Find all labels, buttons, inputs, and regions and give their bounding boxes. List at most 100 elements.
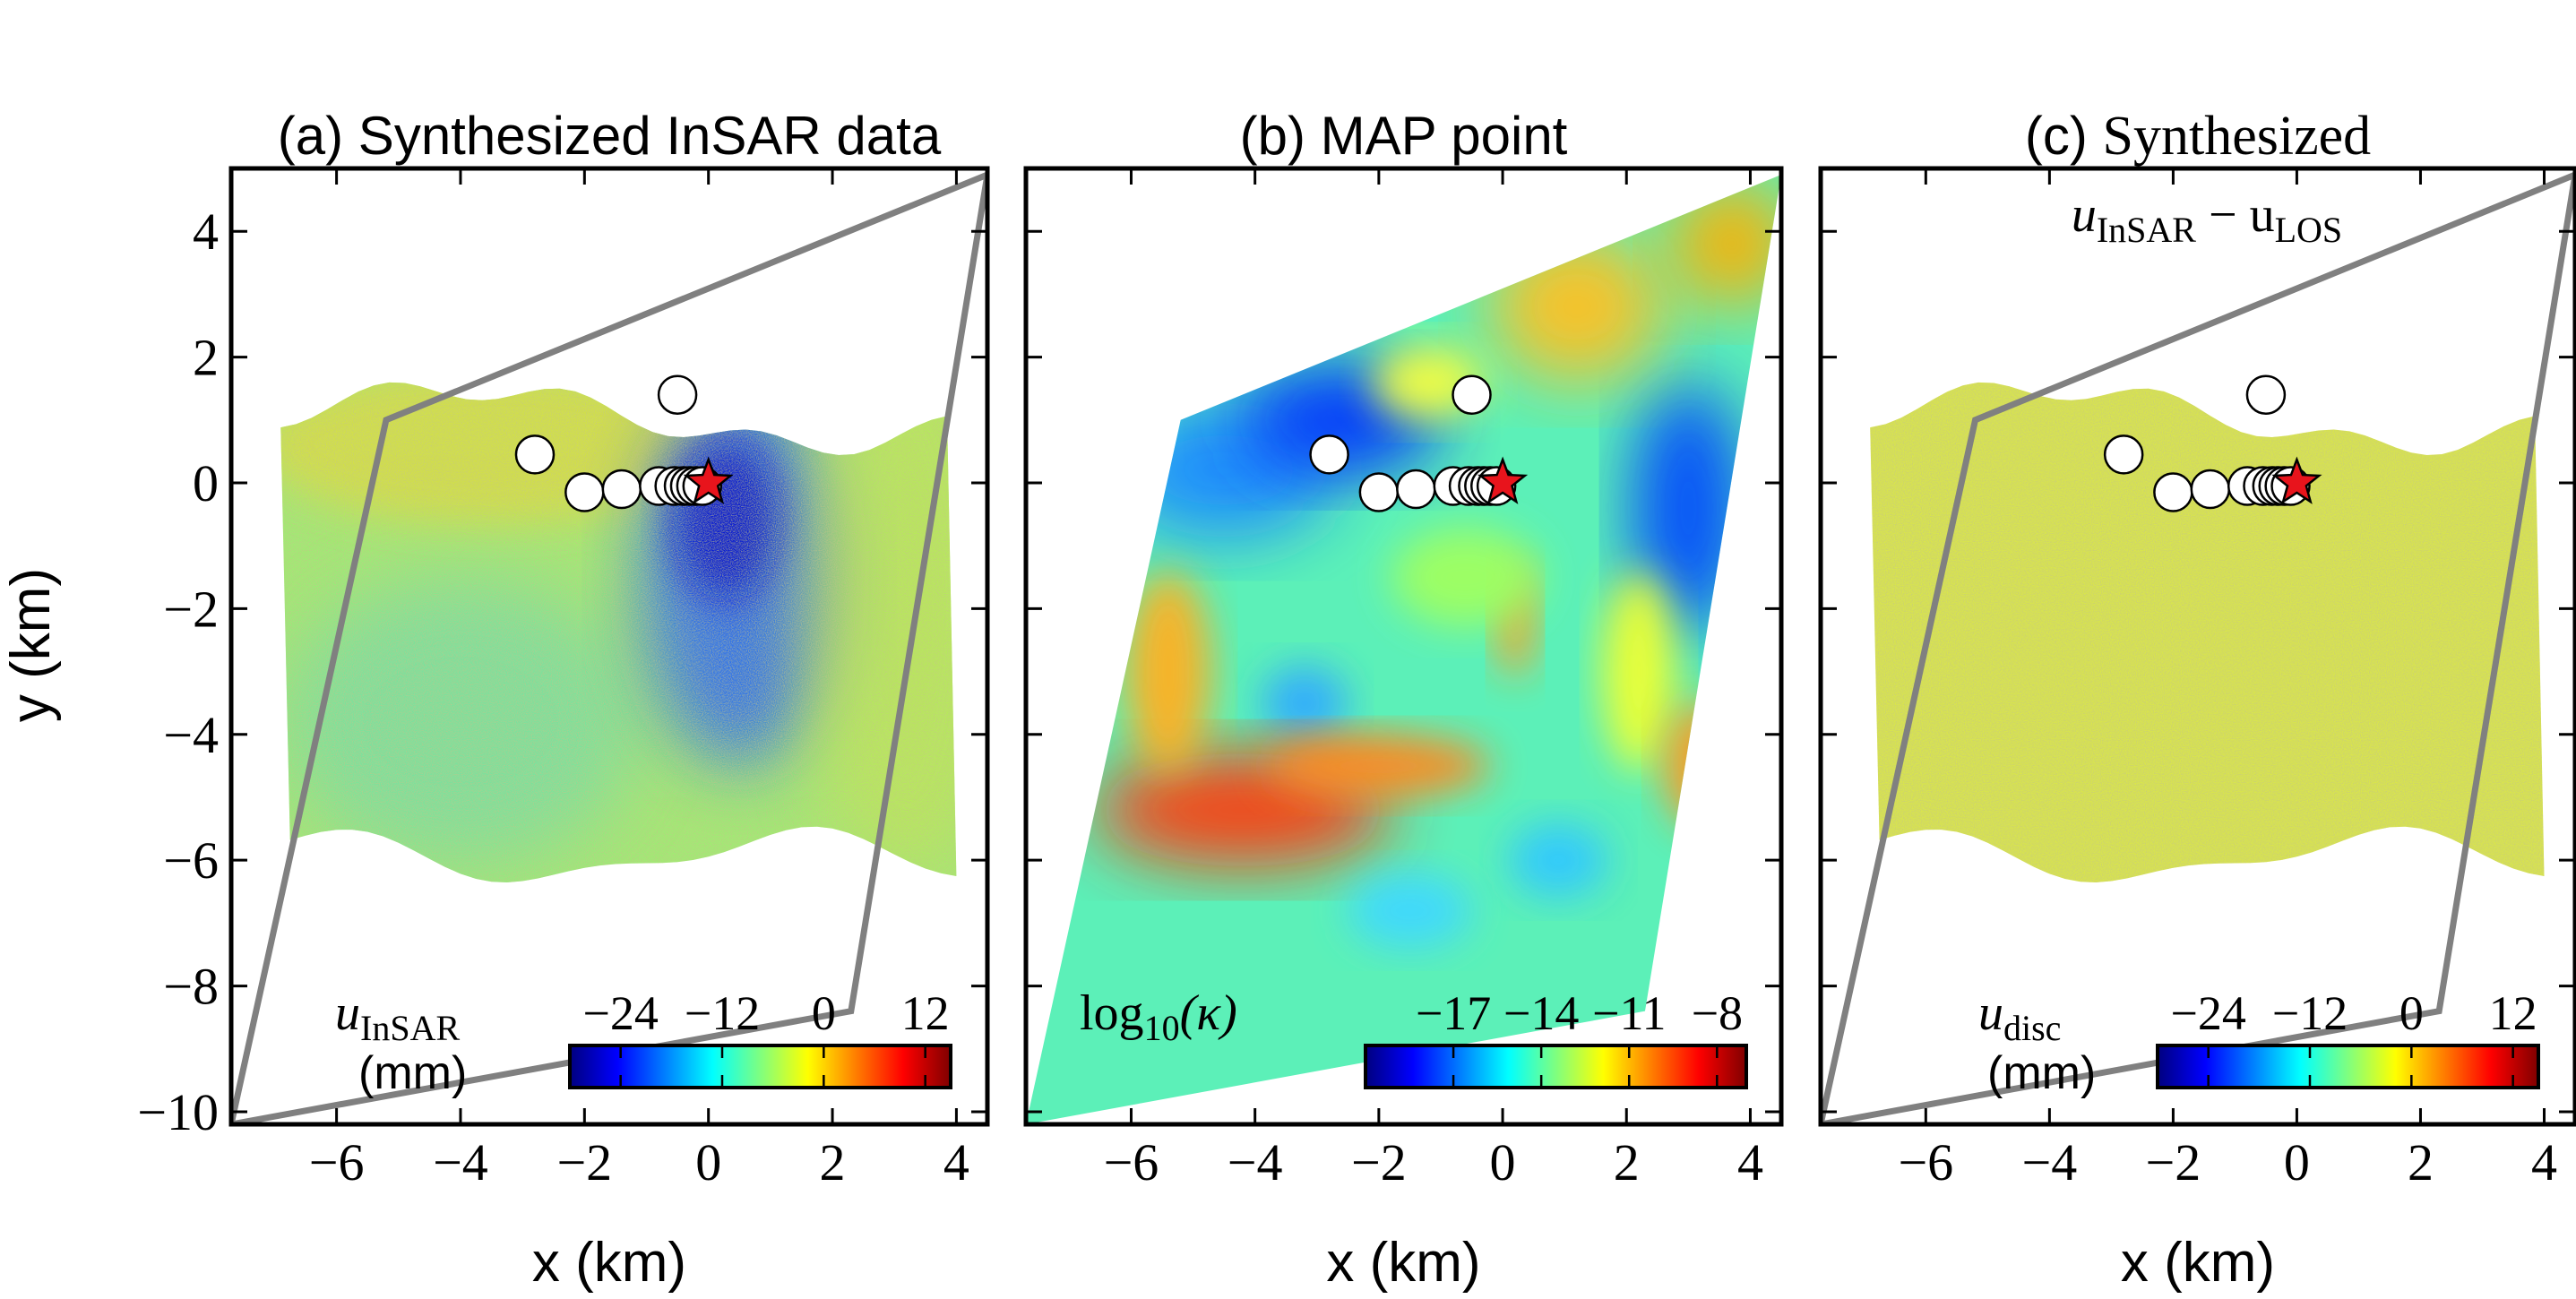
colorbar-tick-label: −14: [1503, 986, 1579, 1040]
colorbar-tick-label: −12: [2272, 986, 2348, 1040]
station-marker: [601, 469, 642, 510]
panel-title-formula: uInSAR − uLOS: [2072, 187, 2342, 250]
colorbar-tick-label: 12: [2489, 986, 2537, 1040]
x-axis-label: x (km): [2121, 1232, 2275, 1294]
colorbar-label-log: log: [1080, 985, 1144, 1041]
colorbar-tick-label: −24: [2170, 986, 2245, 1040]
colorbar-gradient: [1364, 1044, 1748, 1089]
colorbar-tick-label: 12: [901, 986, 950, 1040]
x-tick-label: −2: [556, 1133, 612, 1191]
colorbar-tick-label: 0: [812, 986, 836, 1040]
colorbar-label-sub: InSAR: [360, 1008, 460, 1048]
x-tick-label: 2: [820, 1133, 846, 1191]
panel-title-serif: Synthesized: [2103, 106, 2372, 167]
station-marker: [657, 374, 698, 415]
plot-area: [231, 171, 987, 1124]
colorbar-label-kappa: (κ): [1180, 985, 1237, 1041]
panel-title: (c) Synthesized: [2025, 106, 2371, 167]
x-axis-label: x (km): [1326, 1232, 1480, 1294]
x-tick-label: 0: [1490, 1133, 1516, 1191]
insar-field: [1870, 382, 2545, 882]
panel-title: (a) Synthesized InSAR data: [278, 106, 942, 166]
x-tick-label: −2: [1351, 1133, 1407, 1191]
x-tick-label: −6: [1104, 1133, 1159, 1191]
x-tick-label: −6: [309, 1133, 365, 1191]
y-tick-label: −4: [163, 706, 219, 764]
x-tick-label: −2: [2146, 1133, 2201, 1191]
colorbar-tick-label: −8: [1692, 986, 1743, 1040]
colorbar-label: uInSAR: [335, 985, 460, 1048]
insar-field: [280, 382, 957, 882]
map-point-field: [1026, 175, 1781, 1124]
colorbar-label-u: u: [335, 985, 360, 1041]
y-tick-label: 2: [193, 329, 219, 387]
y-tick-label: −10: [137, 1083, 219, 1141]
station-marker: [2103, 434, 2144, 475]
x-tick-label: −6: [1898, 1133, 1953, 1191]
field-blob-12: [1508, 822, 1608, 899]
x-axis-label: x (km): [532, 1232, 686, 1294]
station-marker: [2153, 472, 2193, 512]
y-tick-label: 0: [193, 454, 219, 512]
station-marker: [1309, 434, 1349, 475]
station-marker: [1396, 469, 1436, 510]
formula-sub2: LOS: [2275, 210, 2343, 250]
station-marker: [564, 472, 605, 512]
colorbar-tick-label: −12: [685, 986, 760, 1040]
formula-sub1: InSAR: [2097, 210, 2196, 250]
x-tick-label: 0: [2284, 1133, 2310, 1191]
panel-title-label: (c): [2025, 106, 2103, 166]
station-marker: [1358, 472, 1400, 512]
x-tick-label: 4: [2531, 1133, 2557, 1191]
formula-minus: − u: [2196, 187, 2275, 243]
y-axis-label: y (km): [0, 568, 62, 722]
noise-texture: [1870, 382, 2545, 882]
colorbar-unit: (mm): [1987, 1047, 2096, 1099]
y-tick-label: 4: [193, 202, 219, 261]
colorbar-tick-label: 0: [2399, 986, 2424, 1040]
axes-frame: [1818, 166, 2576, 1127]
colorbar-tick-label: −11: [1592, 986, 1666, 1040]
formula-u1: u: [2072, 187, 2097, 243]
axes-frame: [228, 166, 990, 1127]
x-tick-label: 2: [1614, 1133, 1640, 1191]
panel-b: −6 −4 −2 0 2 4 x (km) (b) MAP point −17 −14 −11 −8 l…: [1023, 106, 1784, 1294]
station-marker: [1452, 374, 1492, 415]
domain-outline: [231, 171, 987, 1124]
field-blob-10: [1601, 571, 1676, 772]
x-tick-label: 4: [1737, 1133, 1763, 1191]
colorbar-unit: (mm): [358, 1047, 467, 1099]
x-tick-label: −4: [1228, 1133, 1283, 1191]
field-blob-11: [1663, 702, 1738, 830]
field-blob-2: [1633, 382, 1745, 634]
field-blob-7: [1490, 231, 1664, 383]
colorbar: −17 −14 −11 −8 log10(κ): [1080, 985, 1748, 1089]
colorbar-gradient: [2156, 1044, 2540, 1089]
colorbar-label-sub: disc: [2003, 1008, 2061, 1048]
colorbar-label-sub: 10: [1144, 1008, 1180, 1048]
colorbar-label-u: u: [1978, 985, 2003, 1041]
field-blob-13: [1348, 873, 1472, 949]
station-marker: [514, 434, 556, 475]
field-blob-3: [1261, 665, 1348, 741]
panel-a: −6 −4 −2 0 2 4 4 2 0 −2 −4 −6 −8 −10 x (km) (a) Synthes…: [137, 106, 990, 1294]
station-marker: [2190, 469, 2231, 510]
x-tick-label: −4: [2022, 1133, 2078, 1191]
noise-texture: [280, 382, 957, 882]
colorbar-tick-label: −24: [582, 986, 658, 1040]
epicenter-star: [1477, 456, 1529, 504]
epicenter-star: [2271, 456, 2322, 504]
plot-area: [1026, 175, 1781, 1124]
colorbar-gradient: [568, 1044, 952, 1089]
x-tick-label: −4: [433, 1133, 488, 1191]
domain-outline: [1821, 171, 2575, 1124]
colorbar: −24 −12 0 12 uInSAR(mm): [335, 985, 952, 1099]
x-tick-label: 2: [2408, 1133, 2434, 1191]
colorbar-tick-label: −17: [1416, 986, 1491, 1040]
station-marker: [2245, 374, 2287, 415]
x-tick-label: 0: [695, 1133, 721, 1191]
panel-title: (b) MAP point: [1240, 106, 1568, 166]
colorbar: −24 −12 0 12 udisc(mm): [1978, 985, 2540, 1099]
y-tick-label: −2: [163, 580, 219, 638]
